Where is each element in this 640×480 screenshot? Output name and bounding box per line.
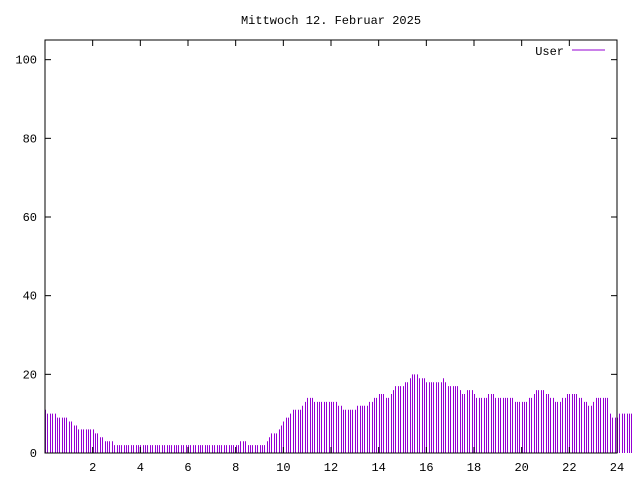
x-tick-label: 12 (324, 461, 338, 475)
x-tick-label: 18 (467, 461, 481, 475)
y-tick-label: 20 (23, 368, 37, 382)
x-tick-label: 24 (610, 461, 624, 475)
x-tick-label: 10 (276, 461, 290, 475)
x-tick-label: 8 (232, 461, 239, 475)
y-tick-label: 80 (23, 132, 37, 146)
x-axis-ticks: 2 4 6 8 10 12 14 16 18 20 22 24 (89, 40, 624, 475)
y-tick-label: 60 (23, 211, 37, 225)
x-tick-label: 4 (137, 461, 144, 475)
legend: User (535, 45, 605, 59)
plot-frame (44, 39, 618, 454)
x-tick-label: 2 (89, 461, 96, 475)
y-axis-ticks: 0 20 40 60 80 100 (15, 54, 617, 461)
bars-group (45, 374, 632, 453)
chart-title: Mittwoch 12. Februar 2025 (241, 14, 421, 28)
y-tick-label: 100 (15, 54, 37, 68)
x-tick-label: 14 (371, 461, 385, 475)
x-tick-label: 6 (184, 461, 191, 475)
x-tick-label: 20 (514, 461, 528, 475)
y-tick-label: 0 (30, 447, 37, 461)
x-tick-label: 22 (562, 461, 576, 475)
x-tick-label: 16 (419, 461, 433, 475)
y-tick-label: 40 (23, 290, 37, 304)
legend-label-user: User (535, 45, 564, 59)
